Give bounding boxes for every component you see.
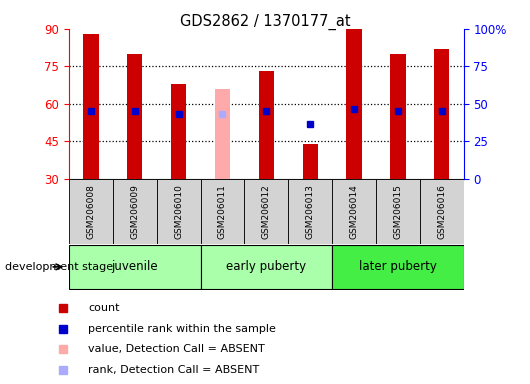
Bar — [288, 179, 332, 244]
Bar — [390, 54, 405, 179]
Text: percentile rank within the sample: percentile rank within the sample — [89, 324, 276, 334]
Bar — [332, 179, 376, 244]
Text: GSM206009: GSM206009 — [130, 184, 139, 238]
Bar — [113, 179, 157, 244]
Bar — [171, 84, 186, 179]
Bar — [434, 49, 449, 179]
Bar — [376, 179, 420, 244]
Bar — [259, 71, 274, 179]
Text: GSM206015: GSM206015 — [393, 184, 402, 238]
Text: rank, Detection Call = ABSENT: rank, Detection Call = ABSENT — [89, 365, 260, 375]
Bar — [69, 179, 113, 244]
Text: value, Detection Call = ABSENT: value, Detection Call = ABSENT — [89, 344, 265, 354]
Bar — [420, 179, 464, 244]
Bar — [215, 89, 230, 179]
Text: GSM206016: GSM206016 — [437, 184, 446, 238]
Bar — [157, 179, 200, 244]
Text: development stage: development stage — [5, 262, 113, 272]
Text: GSM206014: GSM206014 — [350, 184, 359, 238]
Text: GSM206008: GSM206008 — [86, 184, 95, 238]
Text: count: count — [89, 303, 120, 313]
Text: GSM206010: GSM206010 — [174, 184, 183, 238]
Text: GSM206011: GSM206011 — [218, 184, 227, 238]
Bar — [127, 54, 143, 179]
Bar — [332, 245, 464, 289]
Text: early puberty: early puberty — [226, 260, 306, 273]
Text: GDS2862 / 1370177_at: GDS2862 / 1370177_at — [180, 13, 350, 30]
Text: GSM206013: GSM206013 — [306, 184, 315, 238]
Text: GSM206012: GSM206012 — [262, 184, 271, 238]
Bar — [200, 179, 244, 244]
Bar — [200, 245, 332, 289]
Bar — [347, 29, 362, 179]
Text: later puberty: later puberty — [359, 260, 437, 273]
Bar — [303, 144, 318, 179]
Bar — [244, 179, 288, 244]
Bar — [83, 34, 99, 179]
Text: juvenile: juvenile — [111, 260, 158, 273]
Bar — [69, 245, 200, 289]
